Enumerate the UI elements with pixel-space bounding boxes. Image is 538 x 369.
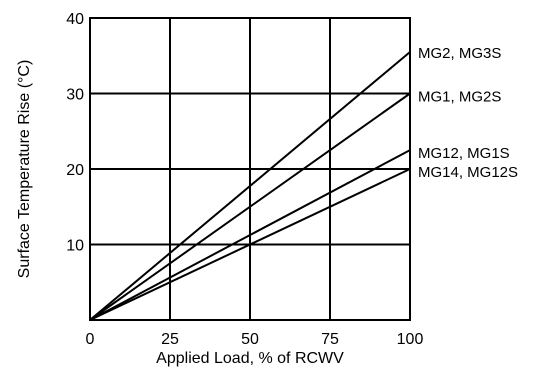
series-label: MG14, MG12S <box>418 164 518 181</box>
series-line <box>89 149 411 321</box>
x-tick-label: 0 <box>86 331 95 348</box>
series-label: MG1, MG2S <box>418 89 501 106</box>
y-tick-labels: 10 20 30 40 <box>66 11 84 255</box>
x-tick-label: 25 <box>161 331 179 348</box>
y-tick-label: 20 <box>66 162 84 179</box>
x-axis-label: Applied Load, % of RCWV <box>156 350 344 367</box>
x-tick-label: 50 <box>241 331 259 348</box>
series-lines <box>89 51 411 321</box>
x-tick-labels: 0 25 50 75 100 <box>86 331 424 348</box>
series-label: MG12, MG1S <box>418 145 510 162</box>
x-tick-label: 75 <box>321 331 339 348</box>
series-label: MG2, MG3S <box>418 45 501 62</box>
y-tick-label: 30 <box>66 87 84 104</box>
y-tick-label: 10 <box>66 238 84 255</box>
series-labels: MG2, MG3S MG1, MG2S MG12, MG1S MG14, MG12S <box>418 45 518 181</box>
series-line <box>89 51 411 321</box>
x-tick-label: 100 <box>397 331 424 348</box>
series-line <box>89 168 411 321</box>
series-line <box>89 92 411 321</box>
y-axis-label: Surface Temperature Rise (°C) <box>16 60 33 279</box>
grid-lines <box>90 18 410 320</box>
y-tick-label: 40 <box>66 11 84 28</box>
